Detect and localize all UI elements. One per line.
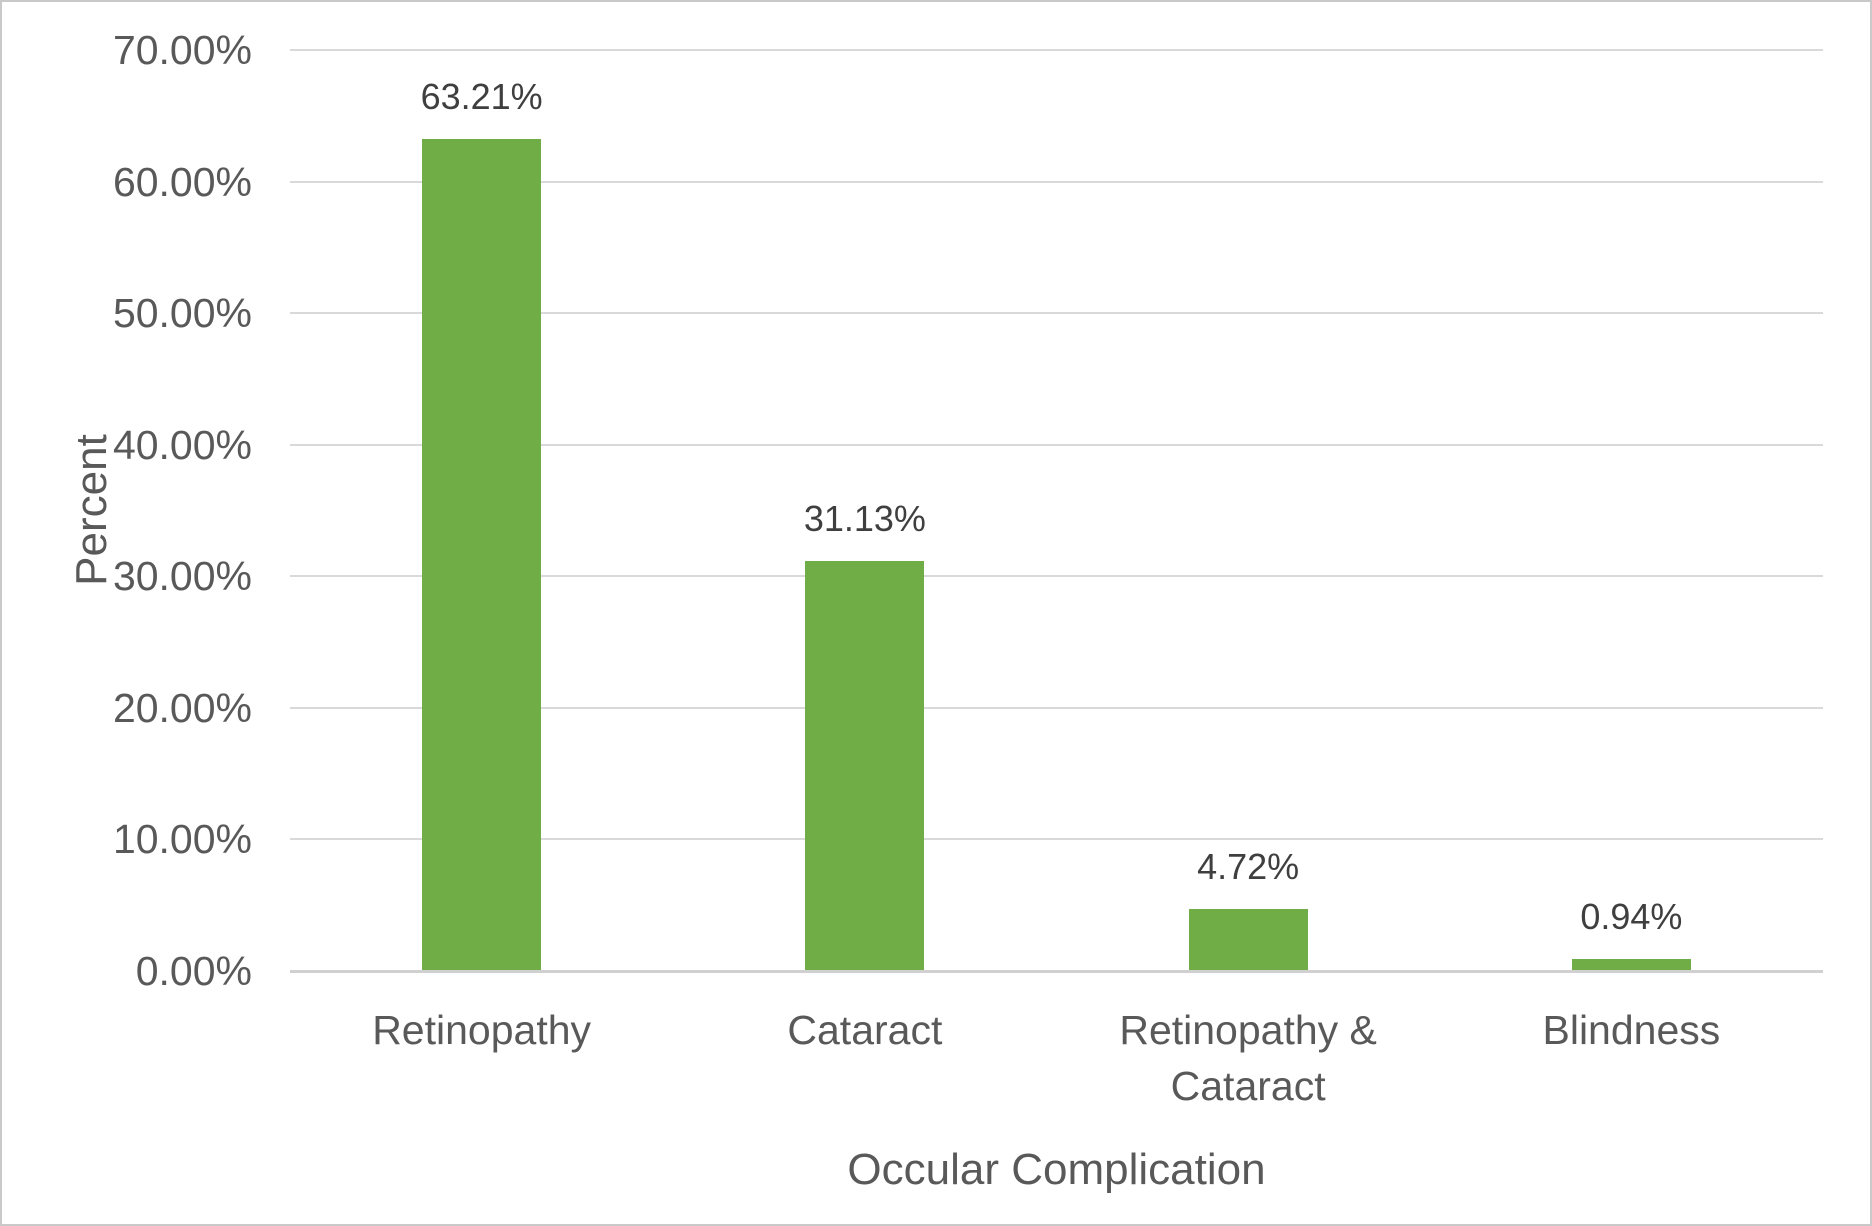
category-label: Blindness: [1542, 1007, 1721, 1053]
data-label: 63.21%: [420, 76, 543, 118]
gridline: [290, 312, 1823, 315]
y-tick-label: 30.00%: [112, 553, 252, 600]
y-tick-label: 40.00%: [112, 421, 252, 468]
bar-blindness: [1571, 958, 1691, 971]
category-label: Retinopathy & Cataract: [1119, 1007, 1377, 1109]
y-tick-label: 60.00%: [112, 158, 252, 205]
gridline: [290, 49, 1823, 51]
gridline: [290, 838, 1823, 841]
y-tick-label: 20.00%: [112, 684, 252, 731]
y-tick-label: 50.00%: [112, 290, 252, 337]
y-tick-label: 70.00%: [112, 27, 252, 73]
y-tick-label: 10.00%: [112, 816, 252, 863]
category-label: Cataract: [787, 1007, 943, 1053]
bar-retinopathy-cataract: [1188, 908, 1308, 971]
data-label: 0.94%: [1580, 895, 1683, 937]
y-tick-label: 0.00%: [135, 948, 252, 994]
plot-area: [290, 49, 1823, 973]
gridline: [290, 706, 1823, 709]
x-axis-line: [290, 970, 1823, 973]
data-label: 31.13%: [803, 498, 926, 540]
bar-cataract: [805, 561, 925, 971]
category-label: Retinopathy: [372, 1007, 592, 1053]
gridline: [290, 443, 1823, 446]
data-label: 4.72%: [1197, 845, 1300, 887]
bar-retinopathy: [422, 139, 542, 971]
x-axis-title: Occular Complication: [847, 1145, 1266, 1194]
gridline: [290, 575, 1823, 578]
gridline: [290, 180, 1823, 183]
